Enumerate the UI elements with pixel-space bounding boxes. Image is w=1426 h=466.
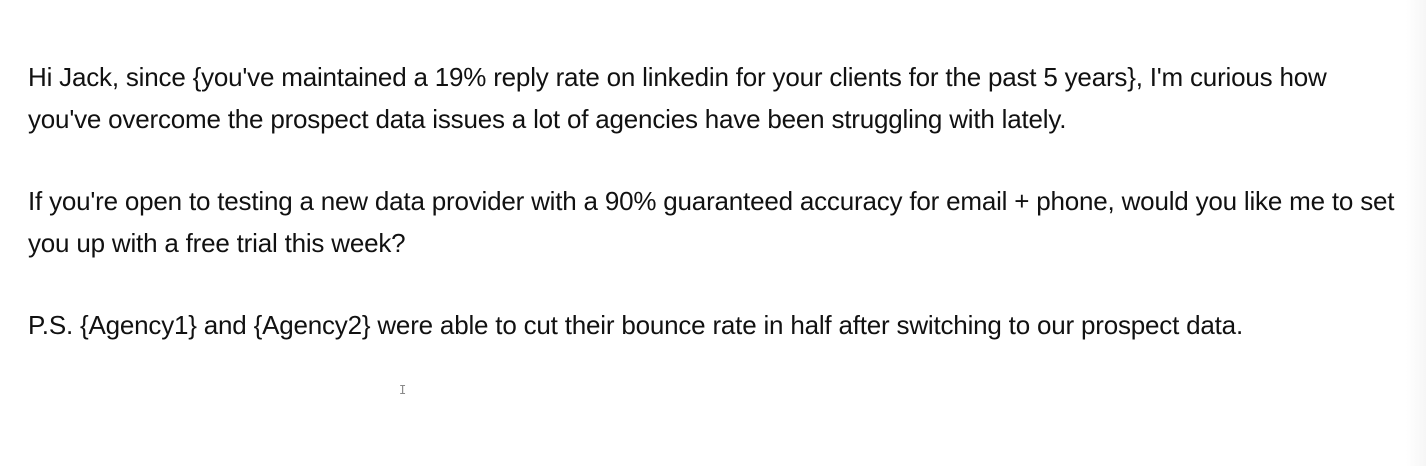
text-cursor-icon: I — [399, 383, 407, 397]
paragraph-ps[interactable]: P.S. {Agency1} and {Agency2} were able t… — [28, 310, 1243, 340]
page-edge-divider — [1406, 0, 1426, 466]
paragraph-offer[interactable]: If you're open to testing a new data pro… — [28, 186, 1395, 258]
email-body[interactable]: Hi Jack, since {you've maintained a 19% … — [28, 56, 1398, 346]
paragraph-intro[interactable]: Hi Jack, since {you've maintained a 19% … — [28, 62, 1327, 134]
